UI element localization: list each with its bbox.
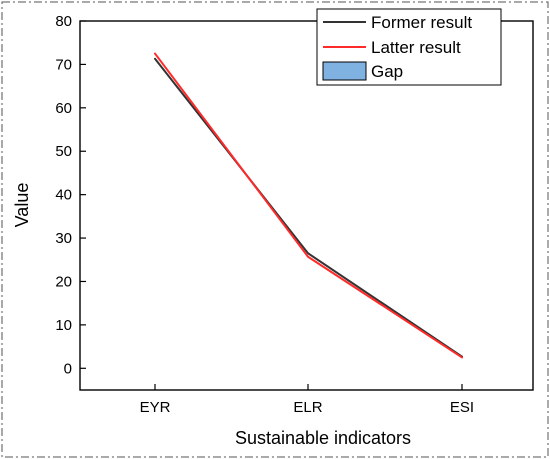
y-tick-label: 20	[55, 273, 72, 290]
y-tick-label: 50	[55, 143, 72, 160]
series-line-former	[154, 57, 463, 358]
x-tick-label: ELR	[293, 399, 322, 416]
y-axis: 0 10 20 30 40 50 60 70 80	[55, 13, 86, 377]
y-tick-label: 40	[55, 187, 72, 204]
y-tick-label: 70	[55, 56, 72, 73]
y-tick-label: 60	[55, 100, 72, 117]
y-axis-title: Value	[12, 183, 32, 228]
series-line-latter	[154, 52, 463, 359]
x-tick-label: ESI	[450, 399, 474, 416]
x-tick-label: EYR	[140, 399, 171, 416]
legend-label-gap: Gap	[371, 62, 403, 81]
legend-label-latter: Latter result	[371, 38, 461, 57]
legend-swatch-gap	[322, 61, 367, 81]
series-layer	[154, 52, 463, 359]
legend: Former result Latter result Gap	[316, 8, 502, 86]
x-axis-title: Sustainable indicators	[235, 428, 411, 448]
legend-label-former: Former result	[371, 13, 472, 32]
x-axis: EYR ELR ESI	[140, 384, 474, 416]
y-tick-label: 0	[64, 360, 72, 377]
y-tick-label: 10	[55, 317, 72, 334]
y-tick-label: 30	[55, 230, 72, 247]
y-tick-label: 80	[55, 13, 72, 30]
plot-area	[79, 20, 534, 391]
